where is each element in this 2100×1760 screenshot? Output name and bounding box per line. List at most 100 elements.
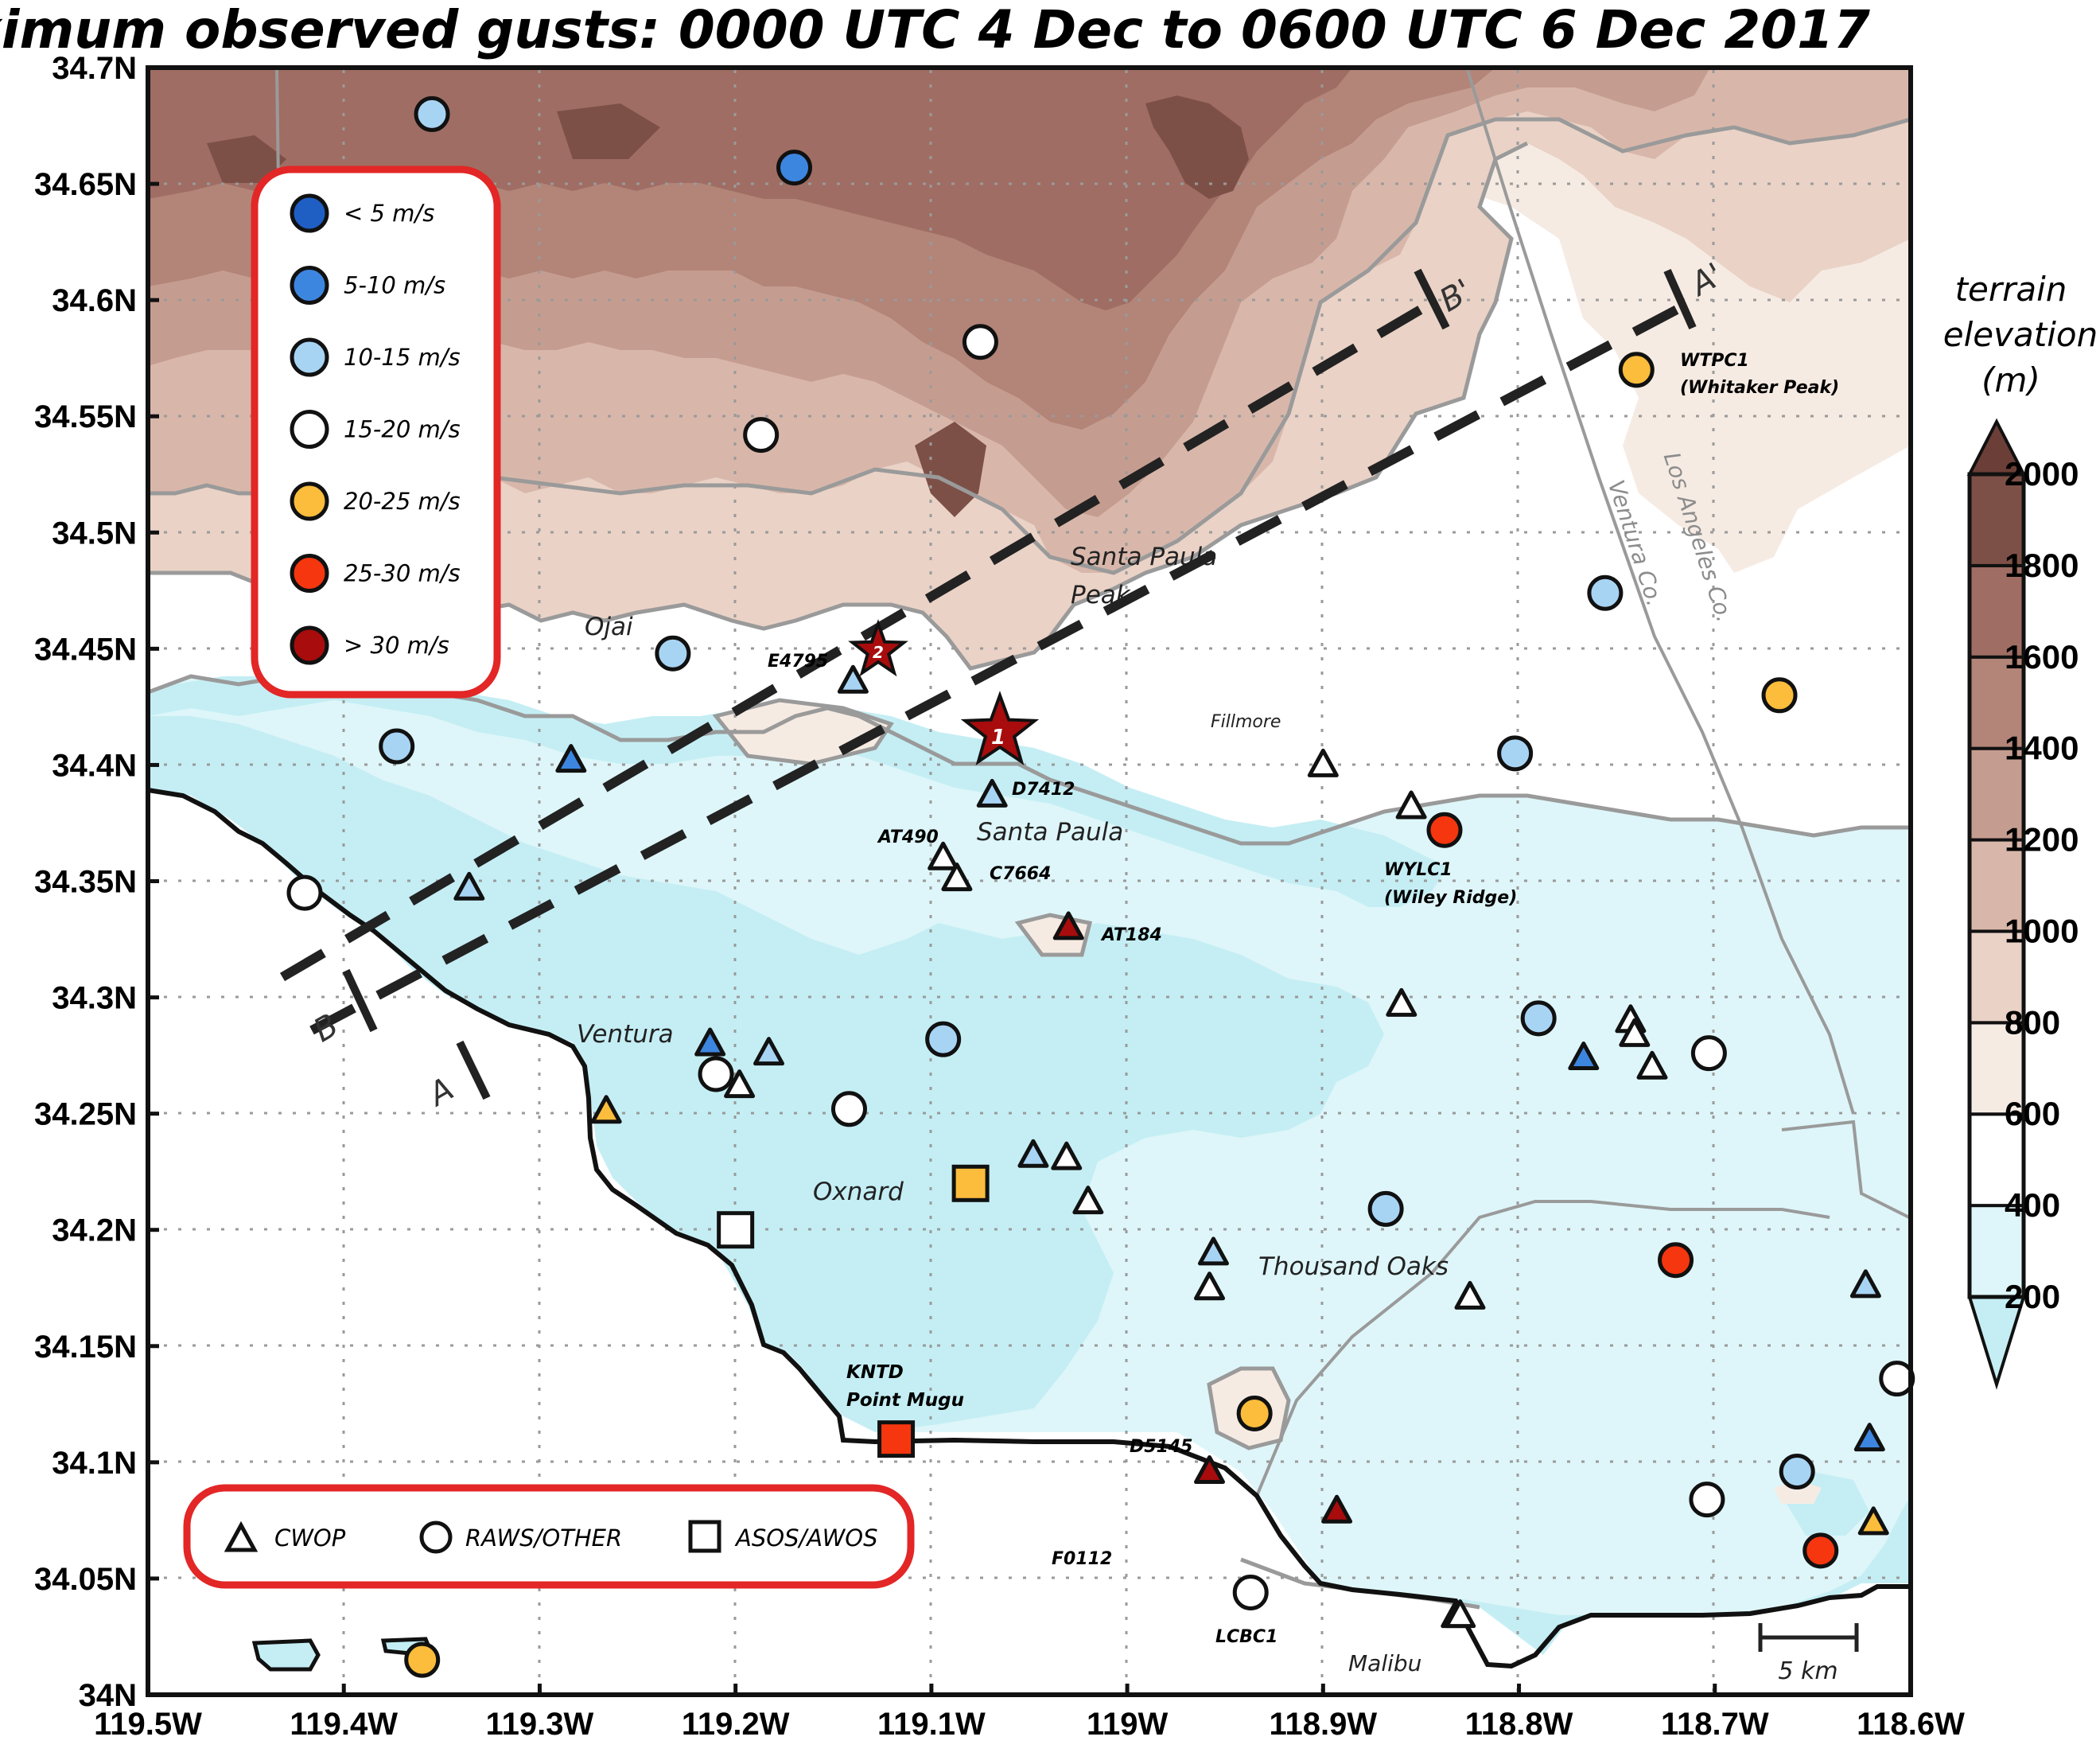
label-at184: AT184 — [1100, 925, 1162, 945]
station-triangle-52 — [1849, 1269, 1881, 1299]
y-tick-label-11: 34.15N — [34, 1330, 137, 1365]
gust-legend-label-6: > 30 m/s — [344, 632, 449, 659]
label-d5145: D5145 — [1130, 1437, 1193, 1457]
station-triangle-42 — [753, 1037, 785, 1066]
gust-legend-swatch-3 — [290, 410, 329, 449]
station-circle-21 — [1779, 1454, 1815, 1490]
y-tick-label-8: 34.3N — [52, 981, 137, 1016]
station-circle-24 — [1232, 1574, 1269, 1610]
station-labels: E4795 D7412 AT490 C7664 AT184 WYLC1 (Wil… — [768, 351, 1839, 1647]
station-circle-9 — [1497, 735, 1534, 772]
colorbar-block-7 — [1968, 563, 2025, 659]
station-triangle-50 — [1197, 1236, 1229, 1266]
label-point-mugu: Point Mugu — [846, 1390, 964, 1411]
y-tick-label-10: 34.2N — [52, 1213, 137, 1248]
y-tick-label-0: 34.7N — [52, 51, 137, 86]
gust-legend-swatch-2 — [290, 337, 329, 377]
label-ojai: Ojai — [585, 613, 633, 641]
colorbar-tick-3: 800 — [2005, 1003, 2060, 1041]
colorbar-title-line-2: elevation — [1943, 315, 2098, 354]
y-tick-label-4: 34.5N — [52, 516, 137, 551]
label-fillmore: Fillmore — [1211, 712, 1281, 732]
star-marker-2: 2 — [848, 619, 908, 677]
y-axis-ticks: 34.7N 34.65N 34.6N 34.55N 34.5N 34.45N 34.4N 34… — [34, 51, 159, 1713]
label-thousand-oaks: Thousand Oaks — [1258, 1252, 1449, 1281]
station-triangle-33 — [1395, 790, 1427, 820]
station-circle-20 — [1236, 1396, 1273, 1432]
star-marker-1: 1 — [960, 691, 1040, 765]
network-legend: CWOP RAWS/OTHER ASOS/AWOS — [183, 1484, 915, 1589]
station-circle-7 — [1761, 677, 1798, 714]
x-tick-label-8: 118.7W — [1661, 1707, 1769, 1742]
x-tick-label-1: 119.4W — [290, 1707, 398, 1742]
x-tick-label-4: 119.1W — [877, 1707, 986, 1742]
circle-icon — [419, 1521, 453, 1554]
station-markers — [286, 95, 1915, 1678]
station-circle-19 — [1879, 1361, 1915, 1397]
gust-legend-swatch-0 — [290, 193, 329, 233]
y-tick-label-12: 34.1N — [52, 1446, 137, 1481]
label-whitaker-peak: (Whitaker Peak) — [1680, 378, 1839, 398]
station-triangle-36 — [453, 871, 485, 901]
colorbar-title-line-1: terrain — [1955, 270, 2067, 309]
label-f0112: F0112 — [1052, 1549, 1112, 1569]
gust-legend-swatch-4 — [290, 481, 329, 521]
y-tick-label-14: 34N — [79, 1678, 137, 1713]
station-triangle-38 — [1386, 987, 1418, 1017]
station-triangle-46 — [590, 1095, 622, 1124]
coastline — [148, 788, 1911, 1669]
legend-cwop: CWOP — [224, 1521, 346, 1552]
y-tick-label-2: 34.6N — [52, 283, 137, 318]
label-at490: AT490 — [877, 827, 939, 847]
colorbar-tick-7: 1600 — [2005, 638, 2079, 676]
station-circle-6 — [1587, 574, 1624, 611]
gust-legend-swatch-1 — [290, 266, 329, 305]
station-triangle-35 — [941, 862, 973, 892]
station-triangle-30 — [555, 744, 587, 773]
station-triangle-59 — [1445, 1599, 1476, 1629]
gust-legend-label-3: 15-20 m/s — [344, 416, 461, 443]
station-triangle-32 — [976, 778, 1008, 808]
station-triangle-54 — [1853, 1423, 1885, 1452]
station-triangle-51 — [1194, 1271, 1226, 1301]
station-triangle-49 — [1072, 1186, 1104, 1215]
star-number-2: 2 — [873, 643, 884, 662]
station-circle-15 — [698, 1056, 734, 1092]
station-circle-8 — [379, 728, 415, 765]
station-circle-25 — [404, 1641, 441, 1678]
label-wtpc1: WTPC1 — [1680, 351, 1749, 371]
label-oxnard: Oxnard — [813, 1178, 904, 1206]
colorbar-tick-0: 200 — [2005, 1278, 2060, 1315]
x-tick-label-5: 119W — [1087, 1707, 1169, 1742]
station-triangle-47 — [1017, 1139, 1049, 1168]
station-triangle-41 — [694, 1027, 726, 1057]
station-circle-5 — [655, 635, 691, 672]
station-triangle-44 — [1636, 1050, 1668, 1080]
y-tick-label-5: 34.45N — [34, 632, 137, 667]
y-tick-label-6: 34.4N — [52, 748, 137, 783]
x-tick-label-7: 118.8W — [1465, 1707, 1573, 1742]
x-tick-label-0: 119.5W — [94, 1707, 202, 1742]
colorbar-tick-4: 1000 — [2005, 912, 2079, 949]
colorbar: 200 400 600 800 1000 1200 1400 1600 1800 2000 ter… — [1943, 270, 2098, 1390]
station-circle-17 — [1367, 1190, 1404, 1227]
legend-raws: RAWS/OTHER — [419, 1521, 622, 1554]
gust-legend: < 5 m/s 5-10 m/s 10-15 m/s 15-20 m/s 20-25 m… — [251, 165, 501, 699]
station-circle-4 — [1618, 352, 1655, 388]
station-triangle-37 — [1052, 911, 1084, 940]
x-tick-label-6: 118.9W — [1270, 1707, 1378, 1742]
gust-legend-label-2: 10-15 m/s — [344, 344, 461, 371]
gust-legend-label-0: < 5 m/s — [344, 200, 434, 227]
label-kntd: KNTD — [846, 1362, 904, 1383]
station-square-27 — [951, 1164, 990, 1202]
y-tick-label-13: 34.05N — [34, 1562, 137, 1597]
colorbar-tick-6: 1400 — [2005, 730, 2079, 767]
x-tick-label-9: 118.6W — [1857, 1707, 1965, 1742]
station-circle-3 — [743, 417, 780, 454]
colorbar-block-4 — [1968, 838, 2025, 933]
label-santa-paula-peak-2: Peak — [1071, 581, 1131, 609]
label-c7664: C7664 — [990, 864, 1051, 884]
x-tick-label-2: 119.3W — [486, 1707, 594, 1742]
colorbar-tick-1: 400 — [2005, 1186, 2060, 1224]
